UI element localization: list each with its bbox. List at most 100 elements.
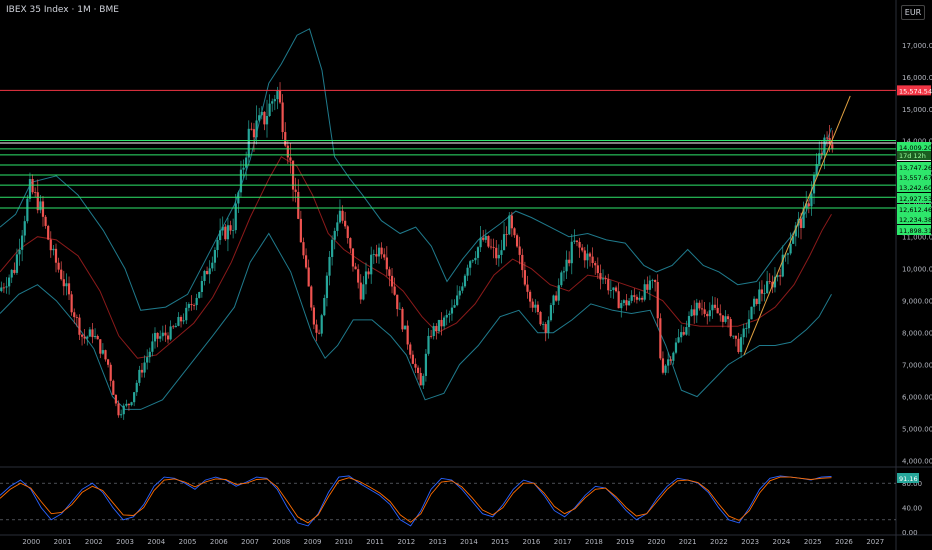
- candle-body: [198, 292, 201, 298]
- candle-body: [117, 403, 120, 416]
- candle-body: [805, 203, 808, 208]
- candle-body: [831, 144, 834, 149]
- candle-body: [450, 307, 454, 314]
- candle-body: [601, 278, 605, 280]
- candle-body: [294, 189, 297, 192]
- candle-body: [41, 201, 45, 217]
- candle-body: [713, 304, 717, 308]
- candle-body: [341, 210, 344, 221]
- candle-body: [174, 325, 177, 328]
- candle-body: [734, 335, 737, 339]
- candle-body: [122, 405, 125, 415]
- candle-body: [432, 326, 435, 337]
- candle-body: [289, 157, 292, 161]
- price-level-badge: [897, 142, 931, 152]
- candle-body: [489, 246, 493, 248]
- candle-body: [497, 254, 500, 259]
- candle-body: [698, 302, 701, 309]
- candle-body: [302, 242, 305, 256]
- chart-title: IBEX 35 Index · 1M · BME: [6, 5, 119, 15]
- candle-body: [385, 257, 388, 270]
- candle-body: [364, 271, 368, 285]
- trendline[interactable]: [743, 95, 851, 356]
- candle-body: [768, 281, 771, 282]
- candle-body: [112, 380, 115, 395]
- candle-body: [573, 240, 576, 242]
- candle-body: [260, 111, 263, 116]
- candle-body: [614, 287, 618, 292]
- candle-body: [471, 260, 474, 262]
- candle-body: [195, 297, 198, 306]
- candle-body: [328, 256, 331, 276]
- candle-body: [500, 250, 503, 255]
- oscillator-series-line: [0, 476, 832, 524]
- time-tick-label: 2020: [648, 538, 666, 546]
- candle-body: [641, 297, 644, 300]
- oscillator-tick-label: 80.00: [902, 480, 922, 488]
- candle-body: [456, 295, 459, 306]
- candle-body: [739, 337, 743, 352]
- candle-body: [591, 256, 594, 264]
- time-tick-label: 2019: [616, 538, 634, 546]
- candle-body: [802, 207, 805, 228]
- price-tick-label: 15,000.00: [902, 106, 932, 114]
- candle-body: [383, 254, 386, 258]
- candle-body: [159, 336, 162, 339]
- candle-body: [185, 307, 188, 321]
- candle-body: [526, 284, 529, 292]
- candle-body: [21, 235, 24, 250]
- time-tick-label: 2007: [241, 538, 259, 546]
- candle-body: [594, 263, 597, 266]
- candle-body: [469, 261, 472, 268]
- time-axis[interactable]: 2000 2001 2002 2003 2004 2005 2006 2007 2008 2009…: [22, 538, 884, 546]
- time-tick-label: 2014: [460, 538, 478, 546]
- price-axis[interactable]: 4,000.00 5,000.00 6,000.00 7,000.00 8,000.00…: [902, 42, 932, 537]
- candle-body: [23, 221, 26, 236]
- price-level-badge: [897, 85, 931, 96]
- candle-body: [47, 225, 50, 240]
- price-level-label: 12,234.38: [899, 216, 932, 224]
- candle-body: [333, 230, 336, 240]
- candle-body: [617, 291, 620, 309]
- candle-body: [523, 270, 526, 285]
- candle-body: [10, 269, 13, 278]
- candle-body: [28, 179, 32, 199]
- candle-body: [164, 332, 167, 336]
- candle-body: [224, 226, 227, 240]
- candle-body: [268, 103, 271, 116]
- price-tick-label: 14,000.00: [902, 138, 932, 146]
- candle-body: [357, 269, 360, 283]
- candle-body: [229, 225, 232, 231]
- candle-body: [70, 294, 73, 313]
- candle-body: [633, 295, 636, 297]
- candle-body: [60, 269, 63, 280]
- candle-body: [542, 324, 545, 325]
- price-level-badge: [897, 172, 931, 182]
- candle-body: [458, 290, 461, 296]
- candle-body: [693, 309, 696, 316]
- candle-body: [286, 145, 289, 158]
- currency-button[interactable]: EUR: [901, 5, 925, 20]
- candle-body: [146, 357, 149, 363]
- candle-body: [620, 302, 623, 309]
- price-level-label: 14,009.20: [899, 144, 932, 152]
- candle-body: [711, 304, 714, 311]
- candle-body: [648, 280, 652, 290]
- candle-body: [552, 295, 555, 306]
- candle-body: [232, 230, 235, 231]
- candle-body: [34, 192, 37, 194]
- candle-body: [252, 129, 256, 138]
- candle-body: [281, 102, 284, 133]
- candle-body: [140, 369, 144, 373]
- candle-body: [508, 215, 511, 235]
- candle-body: [213, 250, 217, 263]
- price-level-badge: [897, 204, 931, 214]
- candle-body: [435, 326, 438, 332]
- candle-body: [398, 308, 401, 310]
- candle-body: [349, 238, 352, 249]
- candle-body: [18, 249, 21, 255]
- candle-body: [205, 270, 209, 275]
- candle-body: [568, 259, 571, 264]
